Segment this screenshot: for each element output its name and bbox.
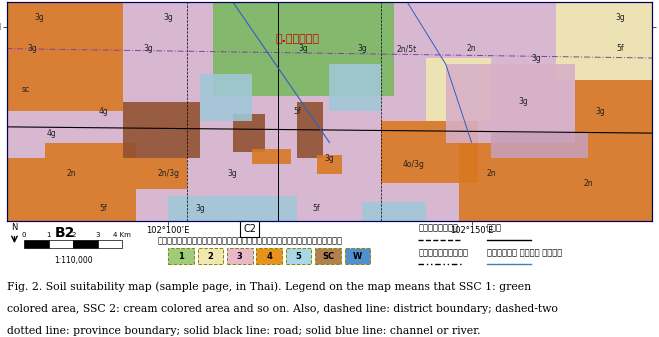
Text: 4g: 4g (99, 107, 108, 116)
Text: เขตจังหวัด: เขตจังหวัด (418, 248, 468, 257)
Text: 2n/3g: 2n/3g (157, 169, 179, 178)
Bar (7, 158, 45, 221)
Text: C2: C2 (243, 224, 256, 234)
Text: 2n: 2n (467, 44, 476, 53)
Text: 2: 2 (208, 252, 214, 261)
Text: 4g: 4g (47, 129, 57, 137)
Bar (556, 2, 652, 80)
Text: 4 Km: 4 Km (113, 232, 131, 238)
Text: 3g: 3g (34, 13, 43, 22)
Bar (45, 143, 136, 221)
Bar (426, 58, 491, 121)
Text: 3g: 3g (196, 204, 205, 213)
Text: แม่น้ำ คลอง ห้วย: แม่น้ำ คลอง ห้วย (487, 248, 562, 257)
Bar (330, 64, 381, 111)
Text: 2n: 2n (583, 179, 592, 188)
Text: 2n: 2n (486, 169, 496, 178)
Bar (49, 240, 73, 248)
Text: 2n: 2n (67, 169, 76, 178)
Text: W: W (353, 252, 362, 261)
Bar (214, 2, 394, 96)
Bar (575, 80, 652, 143)
Text: SC: SC (322, 252, 334, 261)
Bar (491, 133, 588, 158)
Bar (256, 248, 282, 264)
Text: 1: 1 (178, 252, 184, 261)
Text: 0: 0 (22, 232, 26, 238)
Text: 2n/5t: 2n/5t (397, 44, 417, 53)
Text: 5f: 5f (616, 44, 624, 53)
Bar (198, 248, 223, 264)
Text: 3g: 3g (596, 107, 606, 116)
Bar (345, 248, 370, 264)
Text: 3g: 3g (325, 154, 334, 163)
Text: 3g: 3g (299, 44, 308, 53)
Text: 4o/3g: 4o/3g (403, 160, 424, 169)
Bar (168, 248, 194, 264)
Bar (168, 196, 297, 221)
Bar (24, 240, 49, 248)
Bar (286, 248, 311, 264)
Text: 5f: 5f (293, 107, 301, 116)
Text: 5f: 5f (313, 204, 320, 213)
Bar (362, 202, 426, 221)
Text: 3g: 3g (519, 97, 528, 106)
Text: N: N (11, 223, 18, 232)
Bar (381, 121, 478, 183)
Text: 3g: 3g (163, 13, 173, 22)
Text: 3g: 3g (144, 44, 154, 53)
Bar (316, 155, 343, 174)
Text: 3g: 3g (616, 13, 625, 22)
Bar (73, 240, 98, 248)
Text: Fig. 2. Soil suitability map (sample page, in Thai). Legend on the map means tha: Fig. 2. Soil suitability map (sample pag… (7, 281, 530, 292)
Bar (136, 158, 187, 189)
Bar (459, 143, 652, 221)
Bar (7, 111, 45, 158)
Text: 1: 1 (47, 232, 51, 238)
Bar (227, 248, 252, 264)
Text: ถนน: ถนน (487, 224, 501, 233)
Bar (98, 240, 122, 248)
Text: ชั้นความเหมาะสมของดินสำหรับการปลูกสัก: ชั้นความเหมาะสมของดินสำหรับการปลูกสัก (157, 236, 342, 245)
Text: dotted line: province boundary; solid black line: road; solid blue line: channel: dotted line: province boundary; solid bl… (7, 326, 480, 336)
Bar (233, 114, 265, 152)
Text: 5f: 5f (100, 204, 107, 213)
Text: 3g: 3g (531, 54, 541, 62)
Text: sc: sc (22, 85, 30, 94)
Text: 3g: 3g (357, 44, 366, 53)
Text: 2: 2 (71, 232, 75, 238)
Text: 5: 5 (296, 252, 302, 261)
Text: 3g: 3g (28, 44, 38, 53)
Bar (252, 149, 291, 164)
Text: 4: 4 (266, 252, 272, 261)
Bar (7, 2, 123, 111)
Bar (445, 64, 575, 143)
Bar (123, 102, 200, 158)
Bar (200, 74, 252, 121)
Text: อ.นาโสม: อ.นาโสม (275, 34, 319, 44)
Text: 3g: 3g (228, 169, 237, 178)
Bar (297, 102, 323, 158)
Text: 3: 3 (237, 252, 243, 261)
Text: 3: 3 (96, 232, 100, 238)
Text: colored area, SSC 2: cream colored area and so on. Also, dashed line: district b: colored area, SSC 2: cream colored area … (7, 304, 558, 314)
Text: B2: B2 (55, 226, 76, 240)
Text: 1:110,000: 1:110,000 (54, 256, 92, 265)
Text: เขตอำเภอ: เขตอำเภอ (418, 224, 458, 233)
Bar (315, 248, 341, 264)
